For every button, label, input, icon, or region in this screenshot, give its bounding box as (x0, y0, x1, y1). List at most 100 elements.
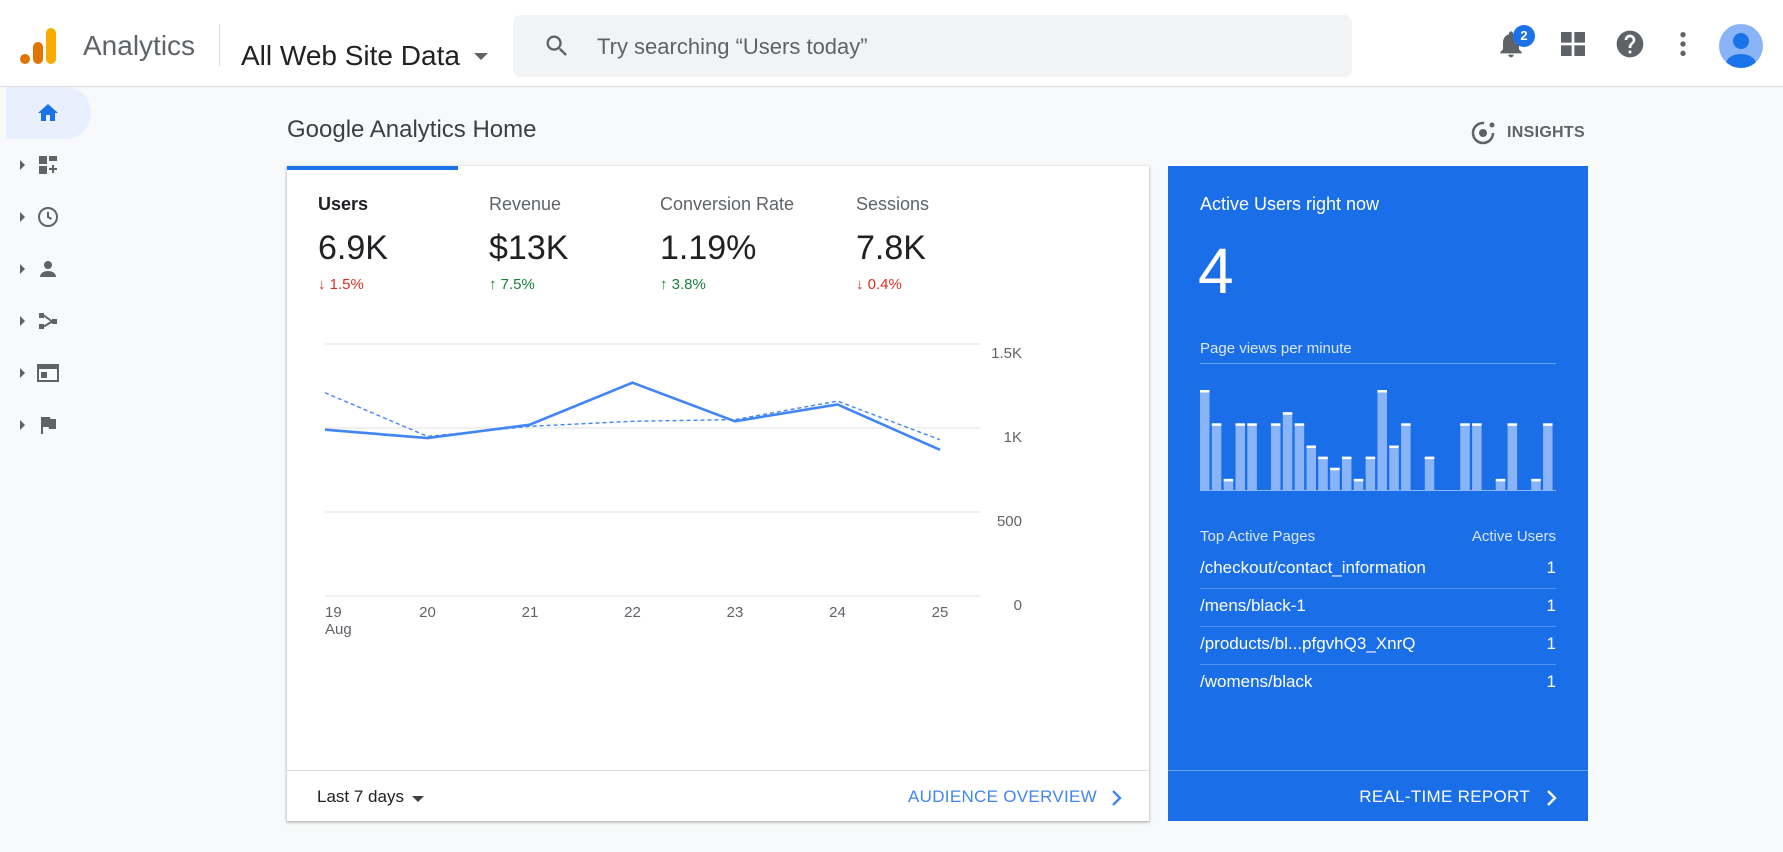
pageview-bar (1401, 423, 1411, 490)
apps-grid-icon[interactable] (1557, 28, 1589, 60)
realtime-card: Active Users right now 4 Page views per … (1168, 166, 1588, 821)
pageview-bar-cap (1318, 456, 1328, 460)
pageview-bar-cap (1211, 423, 1222, 426)
y-tick-label: 0 (1014, 597, 1022, 614)
behavior-icon (37, 364, 59, 382)
home-icon (38, 104, 58, 121)
pageview-bar (1247, 423, 1257, 490)
chevron-right-icon[interactable] (1109, 789, 1123, 807)
search-input[interactable] (595, 29, 1299, 65)
insights-button[interactable]: INSIGHTS (1469, 118, 1585, 148)
pageview-bar-cap (1531, 478, 1541, 482)
page-path: /womens/black (1200, 672, 1313, 691)
pageview-bar (1472, 423, 1482, 490)
pageview-bar (1223, 478, 1234, 490)
users-line-chart: 0 500 1K 1.5K 19 20 21 22 23 24 25 Aug (324, 343, 1022, 638)
metric-delta: ↑ 7.5% (489, 276, 535, 293)
pageview-bar (1365, 456, 1376, 490)
pageview-bar-cap (1200, 390, 1210, 393)
y-tick-label: 1K (1004, 429, 1022, 446)
date-range-selector[interactable]: Last 7 days (317, 787, 404, 806)
insights-label: INSIGHTS (1507, 124, 1585, 141)
top-app-bar: Analytics All Web Site Data 2 (0, 0, 1783, 87)
users-series-line (324, 381, 941, 452)
realtime-report-link[interactable]: REAL-TIME REPORT (1359, 787, 1530, 806)
x-tick-label: 21 (522, 604, 539, 621)
pageview-bar (1200, 390, 1210, 490)
x-tick-label: 19 (325, 604, 342, 621)
insights-icon (1471, 121, 1495, 145)
pageview-bar (1543, 423, 1553, 490)
metric-value: $13K (489, 229, 569, 267)
overview-card-footer: Last 7 days AUDIENCE OVERVIEW (287, 770, 1149, 822)
property-dropdown-icon[interactable] (474, 53, 488, 60)
metric-delta: ↓ 1.5% (318, 276, 364, 293)
list-item[interactable]: /products/bl...pfgvhQ3_XnrQ 1 (1200, 626, 1556, 665)
analytics-logo[interactable] (20, 26, 60, 66)
person-icon (1726, 33, 1756, 68)
chevron-right-icon[interactable] (1544, 789, 1558, 807)
expand-arrow-icon (20, 264, 25, 274)
sidebar-item-audience[interactable] (0, 247, 92, 291)
list-item[interactable]: /womens/black 1 (1200, 664, 1556, 702)
pageview-bar-cap (1341, 456, 1352, 460)
acquisition-icon (39, 313, 57, 329)
metric-value: 1.19% (660, 229, 757, 267)
help-icon[interactable] (1614, 28, 1646, 60)
page-users: 1 (1546, 558, 1556, 577)
app-name: Analytics (83, 30, 196, 61)
sidebar-item-home[interactable] (6, 87, 91, 139)
metric-value: 6.9K (318, 229, 388, 267)
metric-label: Conversion Rate (660, 194, 795, 214)
pageview-bar-cap (1330, 467, 1340, 471)
date-range-dropdown-icon[interactable] (412, 796, 424, 802)
pageview-bar-cap (1389, 445, 1399, 449)
pageview-bar-cap (1495, 478, 1506, 482)
pageview-bar-cap (1306, 445, 1316, 449)
sidebar-item-realtime[interactable] (0, 195, 92, 239)
page-path: /products/bl...pfgvhQ3_XnrQ (1200, 634, 1416, 653)
pageview-bar-cap (1365, 456, 1376, 460)
search-icon (546, 35, 567, 56)
search-bar[interactable] (513, 15, 1352, 77)
metric-tab-revenue[interactable]: Revenue $13K ↑ 7.5% (489, 194, 568, 293)
pageview-bar-cap (1223, 478, 1234, 482)
pageview-bar (1531, 478, 1541, 490)
pageview-bar (1306, 445, 1316, 490)
expand-arrow-icon (20, 212, 25, 222)
notification-count-badge: 2 (1513, 25, 1535, 47)
overview-card: Users 6.9K ↓ 1.5% Revenue $13K ↑ 7.5% Co… (287, 166, 1149, 821)
sidebar-item-customization[interactable] (0, 143, 92, 187)
metric-tab-conversion-rate[interactable]: Conversion Rate 1.19% ↑ 3.8% (660, 194, 794, 293)
x-tick-label: 23 (727, 604, 744, 621)
sidebar-item-conversions[interactable] (0, 403, 92, 447)
pageview-bar (1318, 456, 1328, 490)
left-nav (0, 87, 92, 852)
sidebar-item-acquisition[interactable] (0, 299, 92, 343)
pageview-bar (1389, 445, 1399, 490)
customization-icon (39, 156, 57, 174)
x-tick-label: 22 (624, 604, 641, 621)
account-avatar[interactable] (1719, 24, 1763, 68)
property-selector[interactable]: All Web Site Data (241, 40, 460, 71)
pageview-bar-cap (1247, 423, 1257, 426)
list-item[interactable]: /mens/black-1 1 (1200, 588, 1556, 627)
metric-tab-users[interactable]: Users 6.9K ↓ 1.5% (318, 194, 388, 293)
pageview-bar-cap (1270, 423, 1281, 426)
x-tick-label: 25 (932, 604, 949, 621)
pageviews-label: Page views per minute (1200, 340, 1352, 357)
audience-overview-link[interactable]: AUDIENCE OVERVIEW (908, 787, 1097, 806)
comparison-series-line (324, 392, 941, 441)
pageview-bar (1377, 390, 1387, 490)
more-vert-icon[interactable] (1667, 28, 1699, 60)
list-item[interactable]: /checkout/contact_information 1 (1200, 550, 1556, 589)
metric-delta: ↑ 3.8% (660, 276, 706, 293)
sidebar-item-behavior[interactable] (0, 351, 92, 395)
realtime-clock-icon (38, 207, 58, 227)
metric-tab-sessions[interactable]: Sessions 7.8K ↓ 0.4% (856, 194, 929, 293)
pageview-bar-cap (1282, 412, 1293, 415)
expand-arrow-icon (20, 368, 25, 378)
pageview-bar (1330, 467, 1340, 490)
active-users-header: Active Users (1471, 528, 1556, 545)
pageviews-bar-chart (1200, 390, 1556, 491)
